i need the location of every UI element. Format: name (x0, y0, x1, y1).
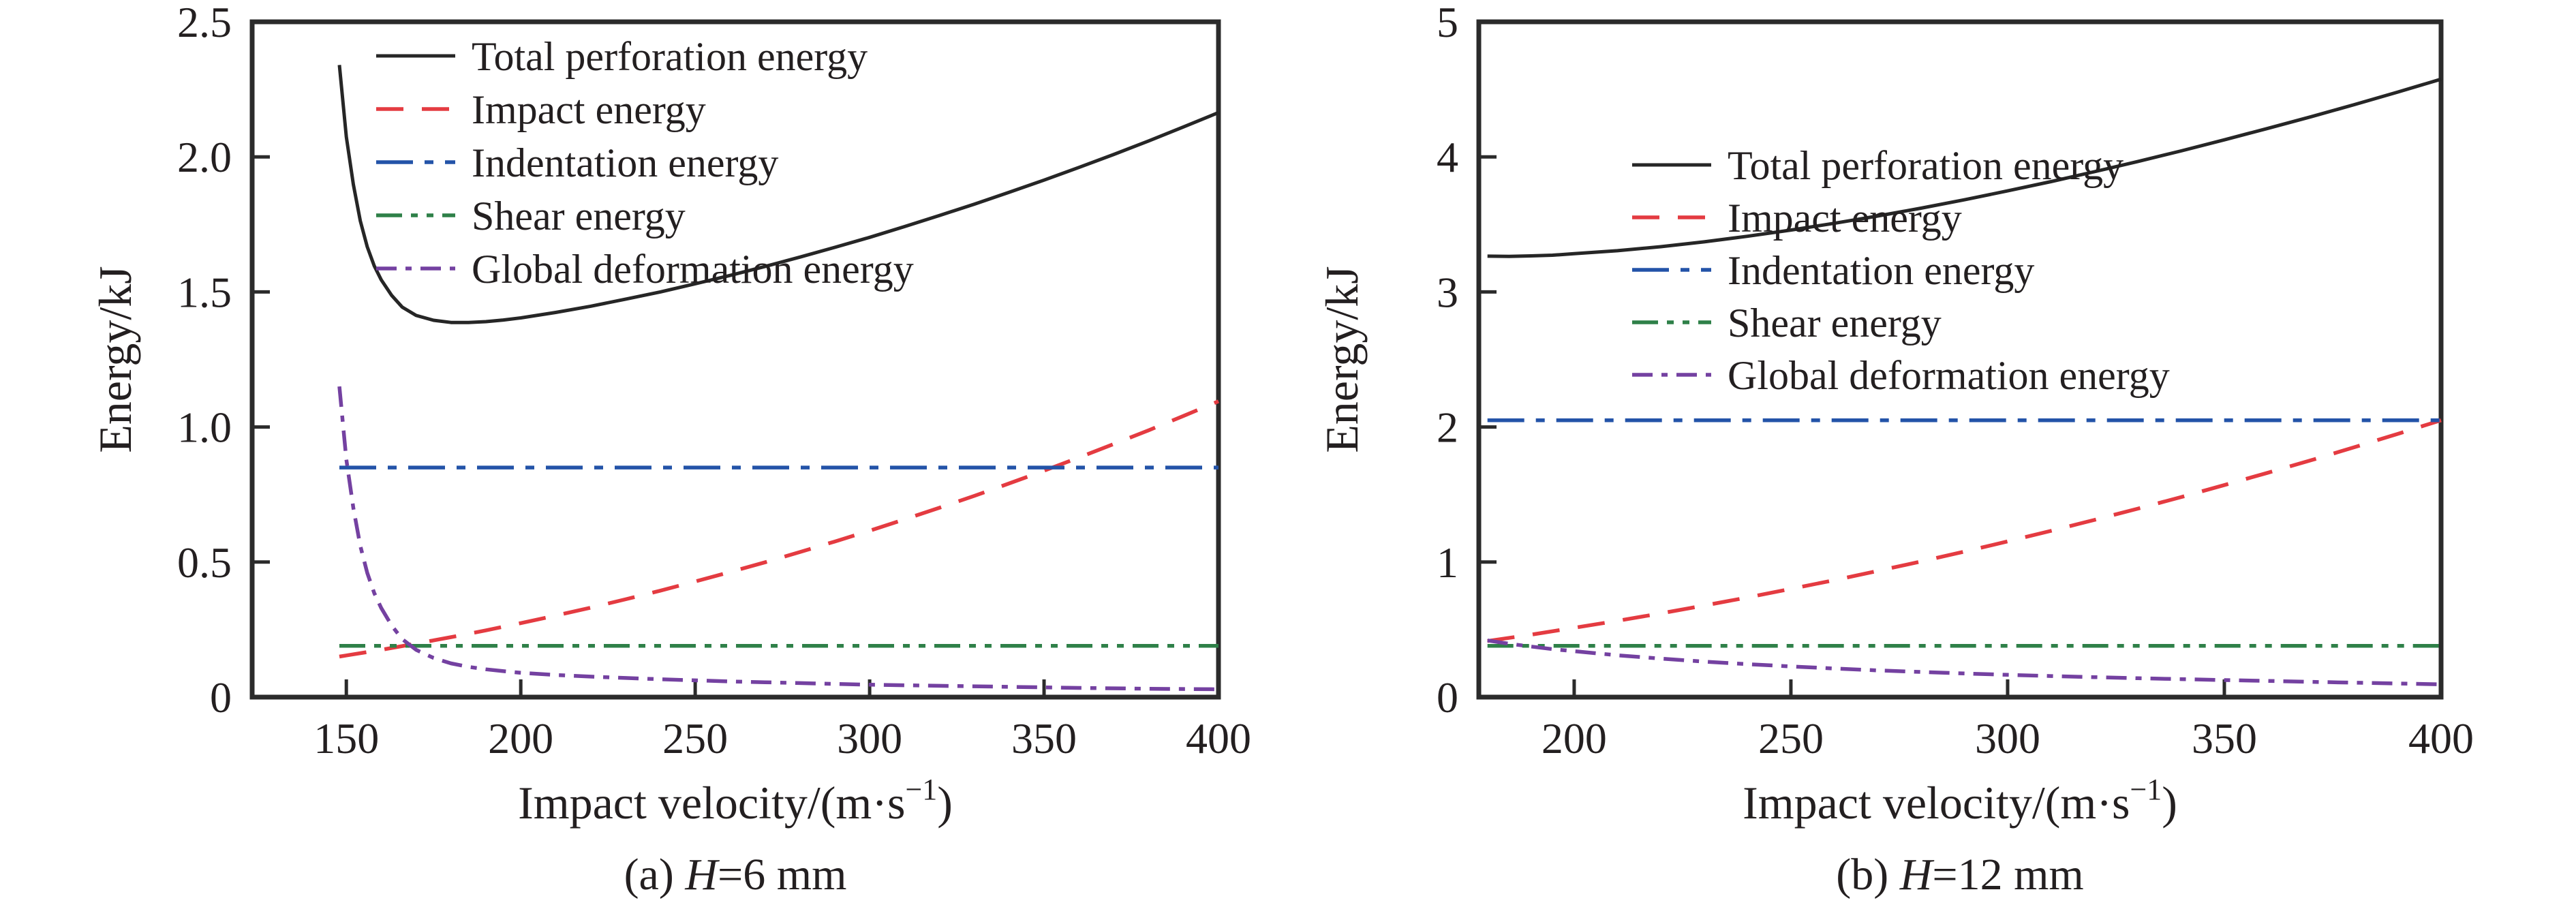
panel-b-y-axis-title: Energy/kJ (1316, 266, 1368, 453)
panel-a-x-tick-label: 150 (313, 714, 379, 763)
panel-b: 200 250 300 350 400 0 1 2 3 4 5 Impact velocity/(m·… (1316, 0, 2474, 900)
panel-a-x-tick-label: 300 (837, 714, 902, 763)
panel-a-x-tick-label: 200 (488, 714, 553, 763)
panel-a-y-tick-label: 0.5 (177, 538, 232, 587)
panel-a-x-tick-label: 400 (1186, 714, 1251, 763)
panel-a-y-tick-label: 2.0 (177, 133, 232, 181)
panel-b-legend-label-indentation: Indentation energy (1728, 248, 2034, 293)
panel-b-y-tick-label: 1 (1437, 538, 1458, 587)
panel-b-series-total (1487, 77, 2442, 258)
panel-a-legend-label-total: Total perforation energy (472, 34, 868, 79)
panel-a-y-axis-title: Energy/kJ (89, 266, 141, 453)
panel-b-x-tick-label: 400 (2408, 714, 2474, 763)
panel-b-x-tick-label: 200 (1542, 714, 1607, 763)
panel-a-caption: (a) H=6 mm (624, 850, 847, 900)
panel-b-y-tick-label: 2 (1437, 403, 1458, 452)
panel-b-legend: Total perforation energy Impact energy Ind… (1632, 143, 2170, 398)
panel-a-series-global (337, 386, 1219, 692)
panel-a-y-tick-label: 1.5 (177, 268, 232, 316)
panel-a-legend: Total perforation energy Impact energy Ind… (376, 34, 914, 292)
panel-a-legend-label-indentation: Indentation energy (472, 140, 778, 185)
panel-a-series-total (337, 65, 1219, 324)
panel-b-x-tick-label: 300 (1975, 714, 2040, 763)
panel-b-x-axis-title: Impact velocity/(m·s−1) (1743, 773, 2177, 829)
panel-a-legend-label-impact: Impact energy (472, 87, 706, 132)
panel-a-x-tick-label: 350 (1011, 714, 1077, 763)
panel-b-legend-label-total: Total perforation energy (1728, 143, 2123, 188)
panel-a-x-tick-label: 250 (662, 714, 728, 763)
panel-a-legend-label-global: Global deformation energy (472, 247, 914, 292)
panel-b-y-tick-label: 4 (1437, 133, 1458, 181)
panel-b-plot-frame (1476, 19, 2444, 700)
panel-a-legend-label-shear: Shear energy (472, 194, 686, 239)
panel-a: 150 200 250 300 350 400 0 0.5 1.0 1.5 2.0 2.5 Impact… (89, 0, 1251, 900)
panel-b-legend-label-global: Global deformation energy (1728, 353, 2170, 398)
panel-b-y-tick-label: 5 (1437, 0, 1458, 46)
panel-b-y-tick-label: 3 (1437, 268, 1458, 316)
panel-b-series-impact (1487, 418, 2442, 643)
panel-a-y-tick-label: 2.5 (177, 0, 232, 46)
panel-a-y-tick-label: 1.0 (177, 403, 232, 452)
panel-a-plot-frame (249, 19, 1221, 700)
panel-a-y-tick-label: 0 (210, 673, 232, 722)
panel-b-legend-label-shear: Shear energy (1728, 301, 1942, 345)
panel-b-x-tick-label: 250 (1758, 714, 1824, 763)
panel-b-legend-label-impact: Impact energy (1728, 196, 1962, 241)
panel-a-series-impact (339, 399, 1220, 659)
panel-b-caption: (b) H=12 mm (1836, 850, 2084, 900)
panel-a-x-axis-title: Impact velocity/(m·s−1) (518, 773, 953, 829)
panel-b-y-tick-label: 0 (1437, 673, 1458, 722)
panel-b-x-tick-label: 350 (2192, 714, 2257, 763)
